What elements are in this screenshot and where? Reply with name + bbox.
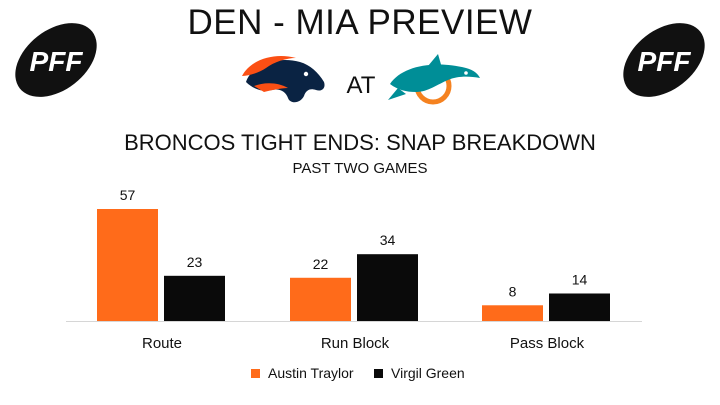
bar [549, 293, 610, 321]
legend-item-virgil-green: Virgil Green [374, 365, 465, 381]
page-title: DEN - MIA PREVIEW [187, 3, 533, 42]
pff-football-logo-icon: PFF [623, 23, 705, 97]
data-label: 34 [380, 232, 396, 248]
data-label: 14 [572, 271, 588, 287]
bar [164, 275, 225, 321]
chart-legend: Austin Traylor Virgil Green [0, 365, 720, 385]
bar [97, 209, 158, 321]
data-label: 23 [187, 254, 203, 270]
x-tick-label: Run Block [321, 335, 390, 352]
data-label: 22 [313, 256, 329, 272]
pff-logo-text: PFF [30, 46, 84, 77]
broncos-horse-logo-icon [242, 56, 325, 103]
x-tick-label: Pass Block [510, 335, 585, 352]
chart-subtitle: PAST TWO GAMES [292, 160, 428, 177]
team-logos [242, 54, 480, 105]
legend-label: Virgil Green [391, 365, 465, 381]
data-label: 8 [509, 283, 517, 299]
legend-swatch [374, 368, 383, 378]
legend-label: Austin Traylor [268, 365, 354, 381]
legend-item-austin-traylor: Austin Traylor [251, 365, 354, 381]
x-tick-label: Route [142, 335, 182, 352]
data-label: 57 [120, 187, 136, 203]
bar [357, 254, 418, 321]
bar [482, 305, 543, 321]
legend-swatch [251, 368, 260, 378]
pff-logo-text: PFF [638, 46, 692, 77]
bar [290, 277, 351, 321]
chart-title: BRONCOS TIGHT ENDS: SNAP BREAKDOWN [124, 130, 596, 155]
dolphins-logo-icon [388, 54, 480, 105]
vs-label: AT [346, 72, 376, 99]
pff-football-logo-icon: PFF [15, 23, 97, 97]
